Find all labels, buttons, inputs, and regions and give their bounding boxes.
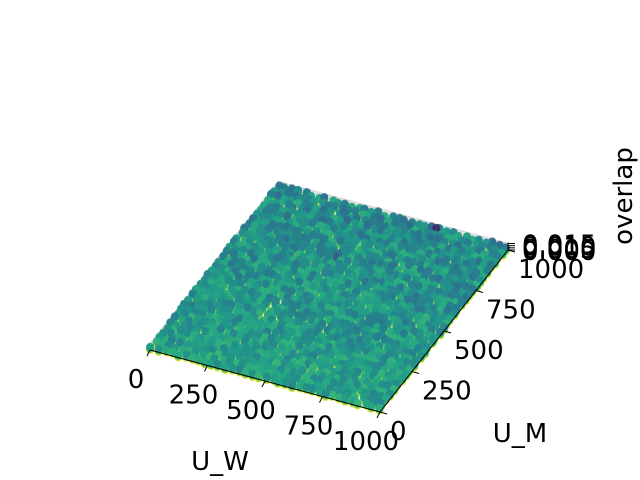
data-point bbox=[409, 245, 418, 254]
data-point bbox=[284, 189, 293, 198]
data-point bbox=[468, 272, 477, 281]
chart-points bbox=[146, 181, 510, 415]
data-point bbox=[283, 212, 292, 220]
data-point bbox=[274, 191, 283, 200]
data-point bbox=[374, 207, 383, 216]
data-point bbox=[351, 206, 360, 215]
data-point bbox=[267, 189, 275, 198]
data-point bbox=[388, 250, 397, 259]
data-point bbox=[294, 185, 303, 194]
data-point bbox=[272, 202, 281, 211]
data-point bbox=[308, 218, 317, 227]
